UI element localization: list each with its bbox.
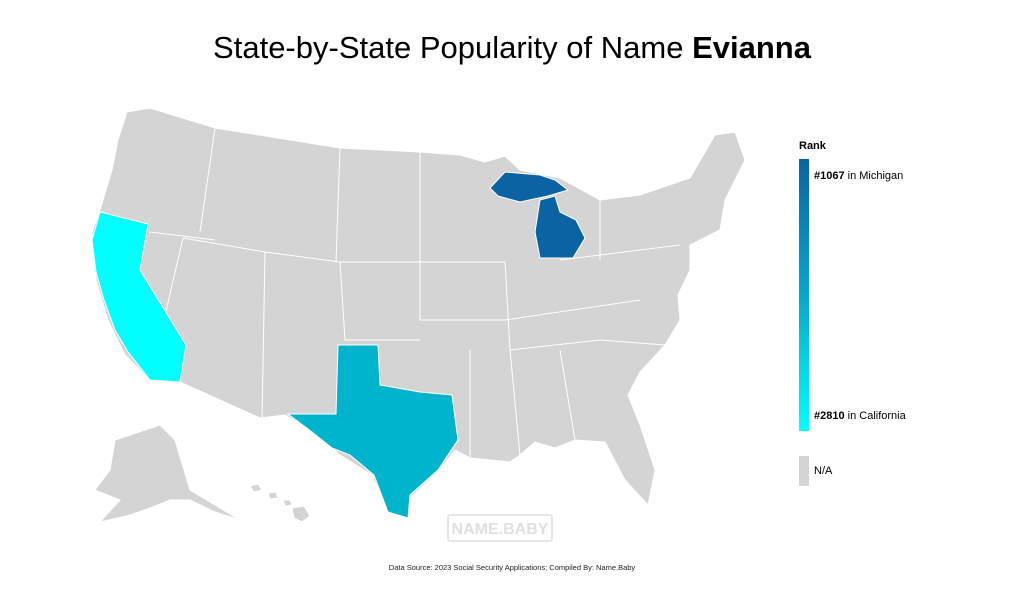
title-name: Evianna	[692, 30, 811, 65]
legend-top-rank: #1067	[814, 170, 845, 182]
state-borders	[149, 127, 681, 458]
map-title: State-by-State Popularity of Name Eviann…	[0, 30, 1024, 66]
state-michigan	[489, 171, 586, 259]
legend-bottom-label: #2810 in California	[814, 410, 906, 422]
legend-top-suffix: in Michigan	[844, 170, 904, 182]
name-baby-watermark: NAME.BABY	[447, 514, 553, 542]
legend-title: Rank	[799, 140, 826, 152]
watermark-text: NAME.BABY	[452, 521, 549, 538]
state-texas	[286, 344, 459, 519]
legend-top-label: #1067 in Michigan	[814, 170, 903, 182]
hawaii	[249, 483, 311, 523]
legend-na-label: N/A	[814, 465, 833, 477]
alaska	[94, 424, 241, 523]
data-source-note: Data Source: 2023 Social Security Applic…	[388, 563, 636, 572]
legend-na-swatch	[799, 456, 809, 486]
contiguous-us	[91, 107, 746, 519]
legend-bottom-rank: #2810	[814, 410, 845, 422]
legend-bottom-suffix: in California	[844, 410, 906, 422]
state-california	[91, 211, 187, 383]
legend-gradient-bar	[799, 159, 809, 431]
title-prefix: State-by-State Popularity of Name	[213, 30, 693, 65]
